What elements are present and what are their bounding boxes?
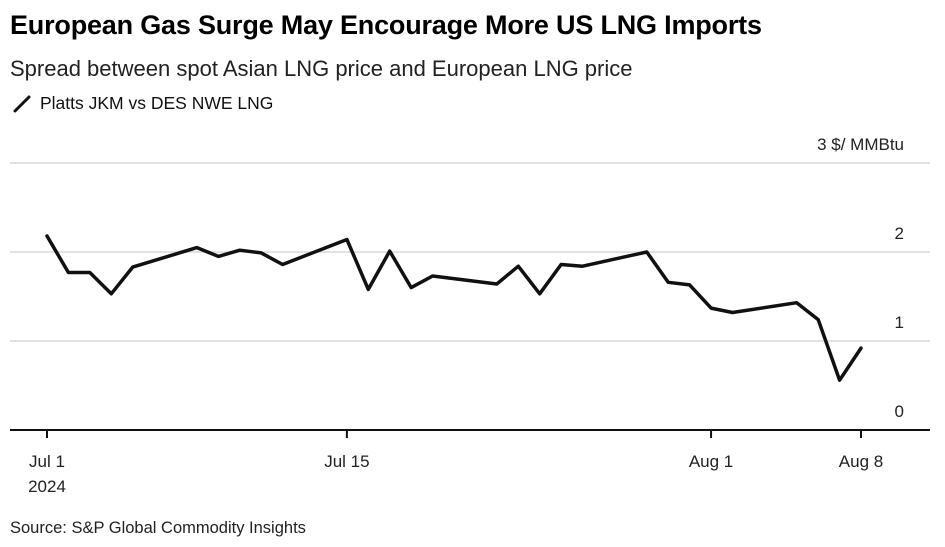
source-note: Source: S&P Global Commodity Insights (10, 519, 306, 537)
x-tick-label-2024-08-08: Aug 8 (839, 452, 883, 471)
y-tick-label-3: 3 $/ MMBtu (817, 135, 904, 154)
legend: Platts JKM vs DES NWE LNG (12, 93, 273, 114)
chart-title: European Gas Surge May Encourage More US… (10, 10, 762, 40)
x-tick-label-2024-07-15: Jul 15 (324, 452, 369, 471)
y-tick-label-1: 1 (895, 313, 904, 332)
legend-label: Platts JKM vs DES NWE LNG (40, 93, 274, 113)
x-tick-label-2024-07-01: Jul 1 (29, 452, 65, 471)
series-line-0 (45, 234, 863, 382)
y-tick-label-0: 0 (895, 402, 904, 421)
legend-line-icon (13, 95, 31, 112)
x-tick-sublabel-2024-07-01: 2024 (28, 477, 66, 496)
chart-subtitle: Spread between spot Asian LNG price and … (10, 56, 633, 81)
y-tick-label-2: 2 (895, 224, 904, 243)
x-tick-label-2024-08-01: Aug 1 (689, 452, 733, 471)
